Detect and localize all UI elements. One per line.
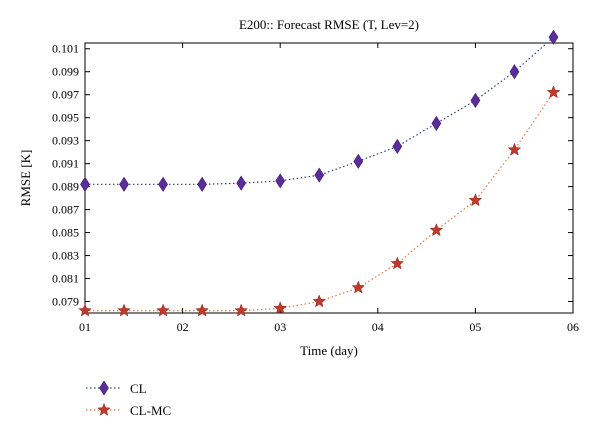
data-point-cl-mc <box>195 303 209 317</box>
y-tick-labels: 0.079 0.081 0.083 0.085 0.087 0.089 0.091 0.093… <box>52 42 79 309</box>
series-cl-mc <box>78 85 561 317</box>
data-point-cl <box>119 176 129 192</box>
y-tick-label: 0.097 <box>52 88 79 102</box>
x-tick-label: 04 <box>372 320 384 334</box>
data-point-cl <box>548 29 559 45</box>
x-tick-label: 06 <box>567 320 579 334</box>
y-tick-label: 0.083 <box>52 249 79 263</box>
data-point-cl <box>353 153 364 169</box>
data-point-cl <box>80 176 90 192</box>
data-point-cl <box>275 173 286 189</box>
data-point-cl-mc <box>234 303 248 317</box>
legend-marker-star <box>97 402 111 416</box>
data-point-cl-mc <box>351 280 366 294</box>
data-point-cl-mc <box>117 303 131 317</box>
x-tick-label: 02 <box>177 320 189 334</box>
legend-label-cl: CL <box>130 381 147 396</box>
data-point-cl <box>470 92 481 109</box>
x-tick-label: 03 <box>274 320 286 334</box>
x-axis-label: Time (day) <box>300 343 358 358</box>
series-line-cl <box>85 36 554 185</box>
y-tick-label: 0.089 <box>52 180 79 194</box>
x-tick-label: 05 <box>469 320 481 334</box>
plot-area-frame <box>84 42 574 314</box>
data-point-cl <box>197 176 207 192</box>
legend-marker-diamond <box>99 380 109 396</box>
y-tick-label: 0.101 <box>52 42 79 56</box>
series-layer <box>78 29 561 317</box>
x-tick-labels: 01 02 03 04 05 06 <box>79 320 579 334</box>
chart-title: E200:: Forecast RMSE (T, Lev=2) <box>239 17 419 32</box>
data-point-cl-mc <box>390 256 405 270</box>
legend: CL CL-MC <box>86 380 171 418</box>
y-axis-label: RMSE [K] <box>18 150 33 207</box>
y-tick-label: 0.079 <box>52 295 79 309</box>
y-tick-label: 0.095 <box>52 111 79 125</box>
data-point-cl-mc <box>507 142 522 156</box>
data-point-cl <box>431 115 442 131</box>
data-point-cl-mc <box>156 303 170 317</box>
x-tick-label: 01 <box>79 320 91 334</box>
axis-ticks <box>84 43 574 313</box>
y-tick-label: 0.081 <box>52 272 79 286</box>
series-line-cl-mc <box>85 92 554 312</box>
data-point-cl-mc <box>312 294 327 308</box>
data-point-cl <box>158 176 168 192</box>
legend-label-cl-mc: CL-MC <box>130 403 171 418</box>
y-tick-label: 0.091 <box>52 157 79 171</box>
y-tick-label: 0.099 <box>52 65 79 79</box>
y-tick-label: 0.087 <box>52 203 79 217</box>
legend-item-cl: CL <box>86 380 147 396</box>
data-point-cl <box>509 64 520 80</box>
y-tick-label: 0.093 <box>52 134 79 148</box>
series-cl <box>80 29 559 192</box>
data-point-cl-mc <box>546 85 561 99</box>
data-point-cl-mc <box>273 301 288 315</box>
data-point-cl <box>236 175 247 191</box>
data-point-cl-mc <box>78 303 92 317</box>
legend-item-cl-mc: CL-MC <box>86 402 171 418</box>
data-point-cl <box>392 138 403 154</box>
data-point-cl-mc <box>429 223 444 237</box>
data-point-cl <box>314 167 325 183</box>
y-tick-label: 0.085 <box>52 226 79 240</box>
data-point-cl-mc <box>468 193 483 207</box>
